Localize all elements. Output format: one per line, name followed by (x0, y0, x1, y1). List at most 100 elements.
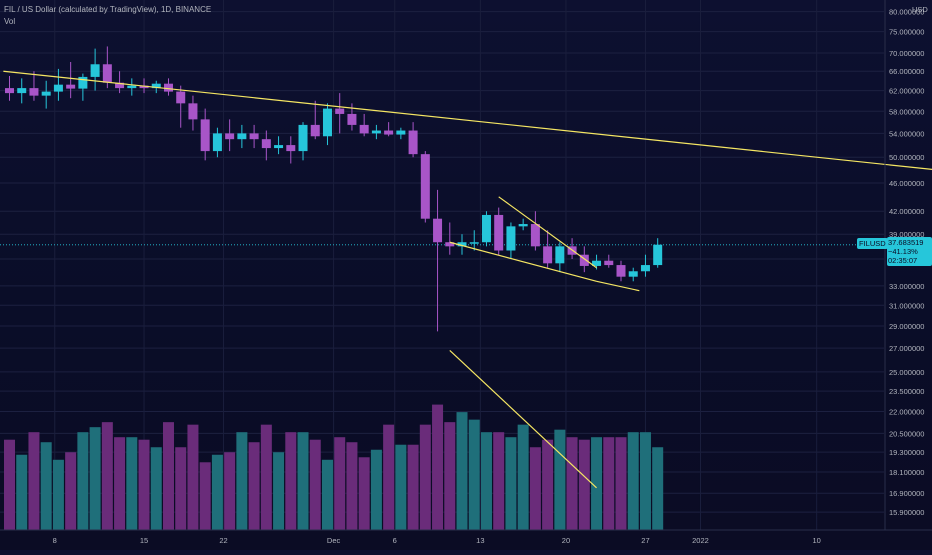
candle-body (225, 133, 235, 140)
volume-bar (383, 424, 395, 530)
candle-body (163, 83, 173, 92)
volume-bar (529, 447, 541, 530)
price-label: 58.000000 (889, 107, 924, 116)
price-label: 46.000000 (889, 179, 924, 188)
candle-body (359, 124, 369, 134)
volume-bar (211, 454, 223, 530)
price-label: 54.000000 (889, 129, 924, 138)
price-label: 75.000000 (889, 28, 924, 37)
price-label: 25.000000 (889, 368, 924, 377)
volume-bar (138, 439, 150, 530)
bar-countdown: 02:35:07 (888, 256, 918, 265)
volume-bar (114, 437, 126, 530)
symbol-tag: FILUSD (857, 238, 888, 249)
volume-bar (321, 459, 333, 530)
candle-body (604, 260, 614, 266)
candle-body (90, 64, 100, 77)
candle-body (371, 130, 381, 134)
volume-bar (566, 437, 578, 530)
price-label: 20.500000 (889, 429, 924, 438)
price-label: 31.000000 (889, 301, 924, 310)
currency-label: USD (912, 5, 928, 14)
volume-bar (285, 432, 297, 530)
price-label: 66.000000 (889, 67, 924, 76)
volume-bar (395, 444, 407, 530)
candle-body (420, 154, 430, 219)
volume-bar (542, 439, 554, 530)
candle-body (78, 76, 88, 89)
candle-body (41, 91, 51, 96)
volume-bar (627, 432, 639, 530)
date-label: 15 (140, 536, 148, 545)
candle-body (188, 103, 198, 120)
candle-body (102, 64, 112, 83)
trendline (498, 196, 597, 269)
candle-body (445, 242, 455, 247)
volume-bar (358, 457, 370, 530)
date-label: 27 (641, 536, 649, 545)
candle-body (555, 246, 565, 264)
volume-bar (187, 424, 199, 530)
candle-body (592, 260, 602, 266)
trendline (449, 241, 597, 282)
price-label: 22.000000 (889, 408, 924, 417)
candle-body (66, 84, 76, 89)
volume-bar (444, 422, 456, 530)
candle-body (653, 244, 663, 266)
volume-bar (578, 439, 590, 530)
volume-bar (652, 447, 664, 530)
date-label: 2022 (692, 536, 709, 545)
volume-bar (639, 432, 651, 530)
trendline (596, 280, 640, 292)
change-percent: −41.13% (888, 247, 918, 256)
price-label: 42.000000 (889, 207, 924, 216)
price-label: 19.300000 (889, 448, 924, 457)
price-axis: 80.000000 75.000000 70.000000 66.000000 62.0… (884, 0, 928, 530)
volume-bar (4, 439, 15, 530)
candle-body (640, 265, 650, 272)
candle-body (249, 133, 259, 140)
candle-body (481, 214, 491, 243)
candle-body (616, 265, 626, 277)
candle-body (139, 85, 149, 89)
candle-body (115, 82, 125, 89)
volume-bar (162, 422, 174, 530)
price-label: 15.900000 (889, 508, 924, 517)
candle-body (494, 214, 504, 251)
candle-body (335, 108, 345, 114)
volume-bar (89, 427, 101, 530)
volume-bar (150, 447, 162, 530)
price-label: 39.000000 (889, 230, 924, 239)
candle-body (200, 119, 210, 152)
candle-body (127, 85, 137, 89)
volume-bar (334, 437, 346, 530)
volume-bar (346, 442, 358, 530)
volume-bar (407, 444, 419, 530)
chart-title: FIL / US Dollar (calculated by TradingVi… (4, 5, 212, 14)
candle-body (5, 88, 14, 94)
date-label: 8 (53, 536, 57, 545)
candle-body (310, 124, 320, 137)
volume-bar (248, 442, 260, 530)
volume-bar (297, 432, 309, 530)
volume-bar (273, 452, 285, 530)
price-label: 80.000000 (889, 8, 924, 17)
volume-bar (468, 419, 480, 530)
price-label: 18.100000 (889, 468, 924, 477)
volume-bar (224, 452, 236, 530)
volume-bar (77, 432, 89, 530)
volume-bar (28, 432, 40, 530)
candle-body (274, 145, 284, 149)
volume-bars (4, 404, 664, 530)
candle-body (506, 226, 516, 251)
price-label: 70.000000 (889, 49, 924, 58)
volume-bar (591, 437, 603, 530)
volume-bar (309, 439, 321, 530)
date-label: 20 (562, 536, 570, 545)
volume-indicator-label: Vol (4, 17, 16, 26)
price-label: 29.000000 (889, 322, 924, 331)
candle-body (518, 224, 528, 227)
candle-body (433, 218, 443, 243)
